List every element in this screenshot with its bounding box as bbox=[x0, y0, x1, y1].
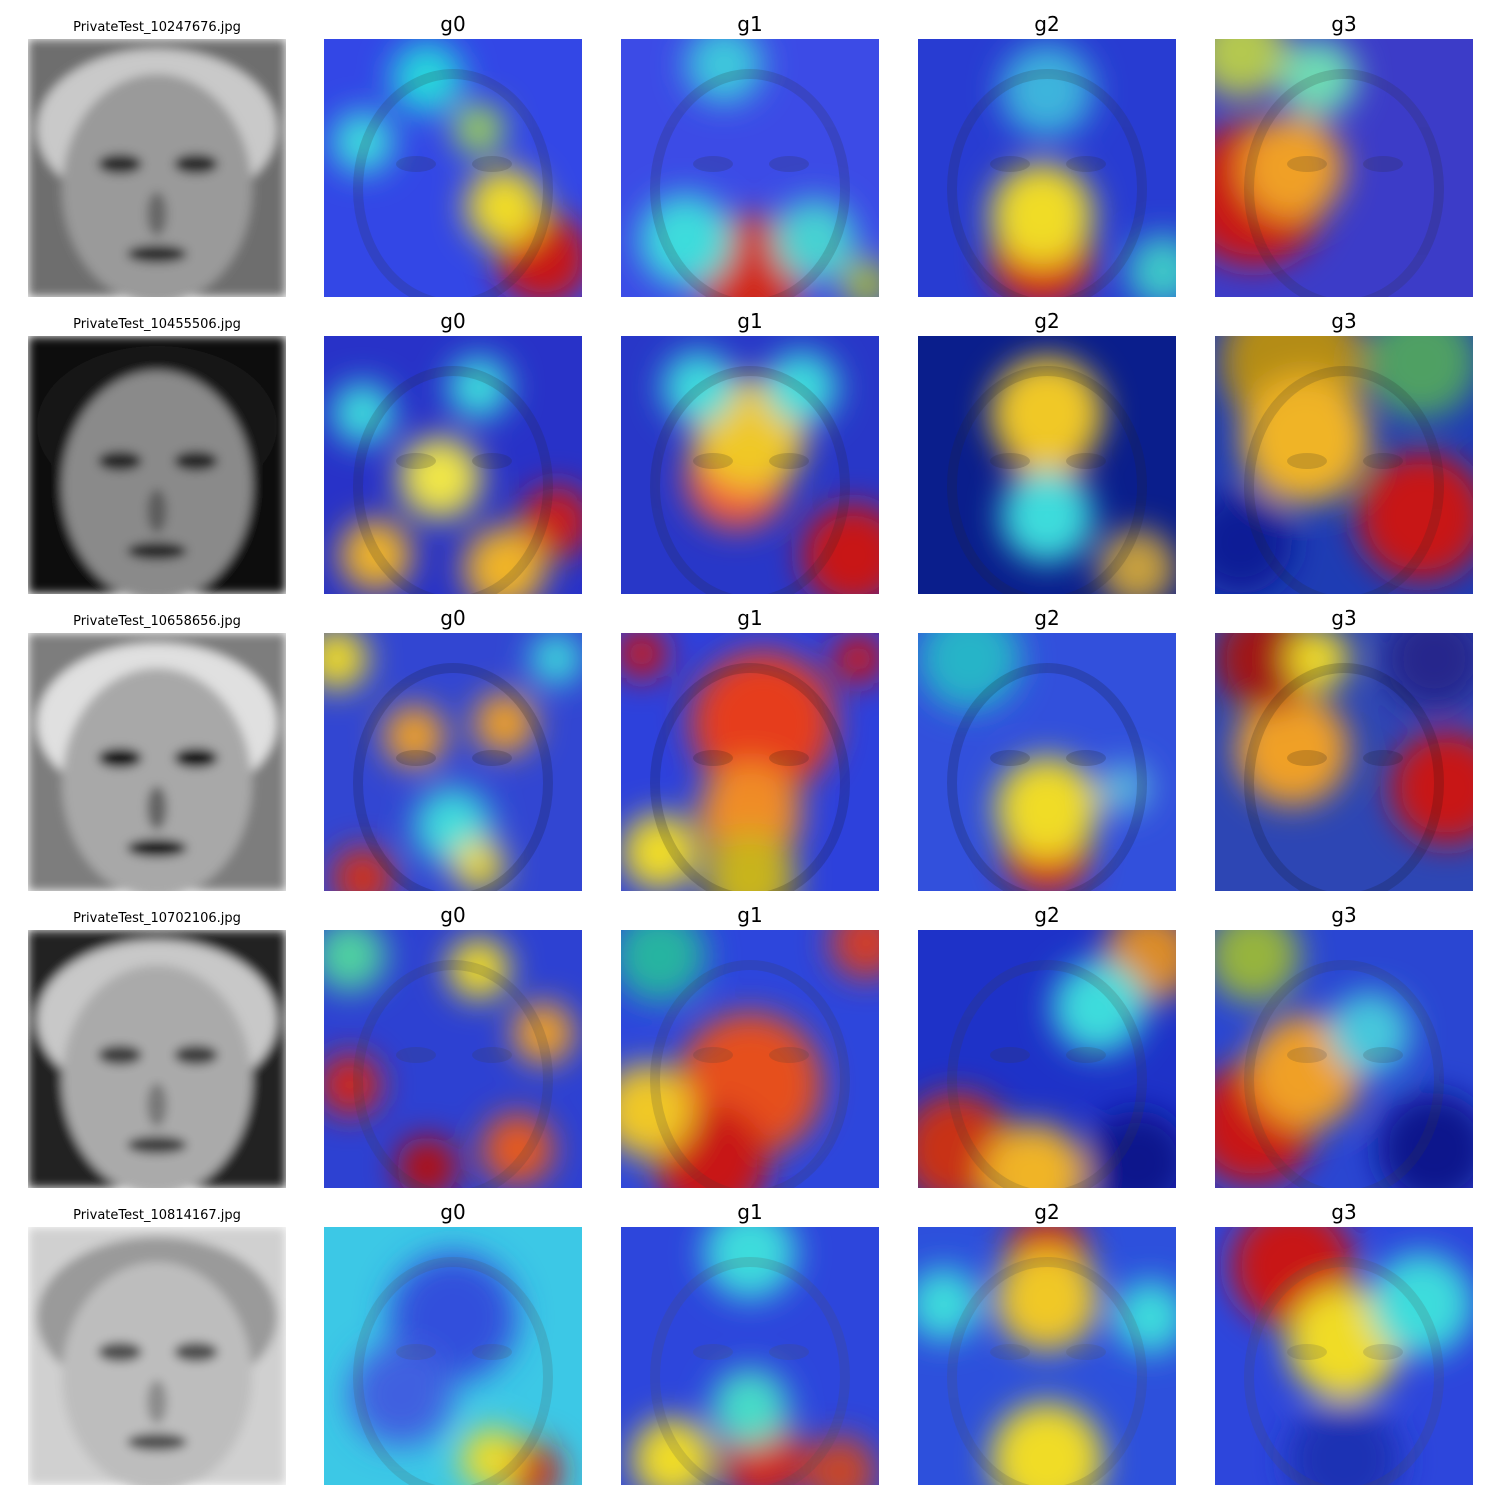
heatmap-label: g3 bbox=[1331, 309, 1357, 333]
attention-heatmap bbox=[621, 633, 879, 891]
heatmap-label: g3 bbox=[1331, 903, 1357, 927]
attention-heatmap bbox=[918, 930, 1176, 1188]
heatmap-svg bbox=[621, 930, 879, 1188]
image-filename: PrivateTest_10658656.jpg bbox=[73, 614, 241, 629]
face-image bbox=[28, 930, 286, 1188]
face-image-svg bbox=[28, 1227, 286, 1485]
heatmap-svg bbox=[621, 39, 879, 297]
heatmap-svg bbox=[621, 633, 879, 891]
attention-heatmap bbox=[324, 39, 582, 297]
heatmap-svg bbox=[1215, 336, 1473, 594]
heatmap-label: g1 bbox=[737, 903, 763, 927]
heatmap-label: g0 bbox=[440, 606, 466, 630]
attention-heatmap bbox=[621, 336, 879, 594]
attention-heatmap bbox=[1215, 633, 1473, 891]
heatmap-label: g2 bbox=[1034, 309, 1060, 333]
attention-heatmap bbox=[324, 633, 582, 891]
heatmap-svg bbox=[918, 1227, 1176, 1485]
face-image-svg bbox=[28, 930, 286, 1188]
heatmap-label: g1 bbox=[737, 606, 763, 630]
face-image bbox=[28, 1227, 286, 1485]
attention-heatmap bbox=[1215, 336, 1473, 594]
heatmap-label: g0 bbox=[440, 12, 466, 36]
attention-heatmap bbox=[918, 39, 1176, 297]
heatmap-label: g3 bbox=[1331, 1200, 1357, 1224]
heatmap-label: g0 bbox=[440, 309, 466, 333]
heatmap-svg bbox=[621, 1227, 879, 1485]
image-filename: PrivateTest_10247676.jpg bbox=[73, 20, 241, 35]
attention-heatmap bbox=[1215, 930, 1473, 1188]
face-image bbox=[28, 633, 286, 891]
face-image-svg bbox=[28, 633, 286, 891]
heatmap-label: g2 bbox=[1034, 903, 1060, 927]
attention-heatmap bbox=[918, 1227, 1176, 1485]
attention-heatmap bbox=[621, 1227, 879, 1485]
heatmap-svg bbox=[1215, 39, 1473, 297]
heatmap-svg bbox=[918, 336, 1176, 594]
heatmap-label: g1 bbox=[737, 12, 763, 36]
heatmap-label: g2 bbox=[1034, 606, 1060, 630]
heatmap-svg bbox=[324, 930, 582, 1188]
heatmap-svg bbox=[621, 336, 879, 594]
heatmap-svg bbox=[1215, 930, 1473, 1188]
heatmap-svg bbox=[918, 39, 1176, 297]
heatmap-svg bbox=[1215, 633, 1473, 891]
heatmap-svg bbox=[918, 930, 1176, 1188]
heatmap-label: g2 bbox=[1034, 12, 1060, 36]
heatmap-label: g2 bbox=[1034, 1200, 1060, 1224]
attention-heatmap bbox=[918, 336, 1176, 594]
attention-heatmap bbox=[324, 930, 582, 1188]
heatmap-svg bbox=[324, 633, 582, 891]
attention-heatmap bbox=[1215, 1227, 1473, 1485]
attention-heatmap bbox=[1215, 39, 1473, 297]
face-image-svg bbox=[28, 39, 286, 297]
image-filename: PrivateTest_10814167.jpg bbox=[73, 1208, 241, 1223]
heatmap-svg bbox=[324, 336, 582, 594]
heatmap-label: g0 bbox=[440, 903, 466, 927]
attention-heatmap bbox=[621, 930, 879, 1188]
heatmap-label: g3 bbox=[1331, 12, 1357, 36]
heatmap-label: g0 bbox=[440, 1200, 466, 1224]
heatmap-svg bbox=[324, 1227, 582, 1485]
face-image bbox=[28, 39, 286, 297]
image-filename: PrivateTest_10702106.jpg bbox=[73, 911, 241, 926]
heatmap-label: g1 bbox=[737, 1200, 763, 1224]
face-image-svg bbox=[28, 336, 286, 594]
face-image bbox=[28, 336, 286, 594]
image-filename: PrivateTest_10455506.jpg bbox=[73, 317, 241, 332]
heatmap-svg bbox=[918, 633, 1176, 891]
attention-heatmap bbox=[621, 39, 879, 297]
attention-heatmap bbox=[918, 633, 1176, 891]
heatmap-label: g3 bbox=[1331, 606, 1357, 630]
heatmap-label: g1 bbox=[737, 309, 763, 333]
attention-heatmap bbox=[324, 336, 582, 594]
heatmap-svg bbox=[324, 39, 582, 297]
attention-heatmap bbox=[324, 1227, 582, 1485]
heatmap-svg bbox=[1215, 1227, 1473, 1485]
